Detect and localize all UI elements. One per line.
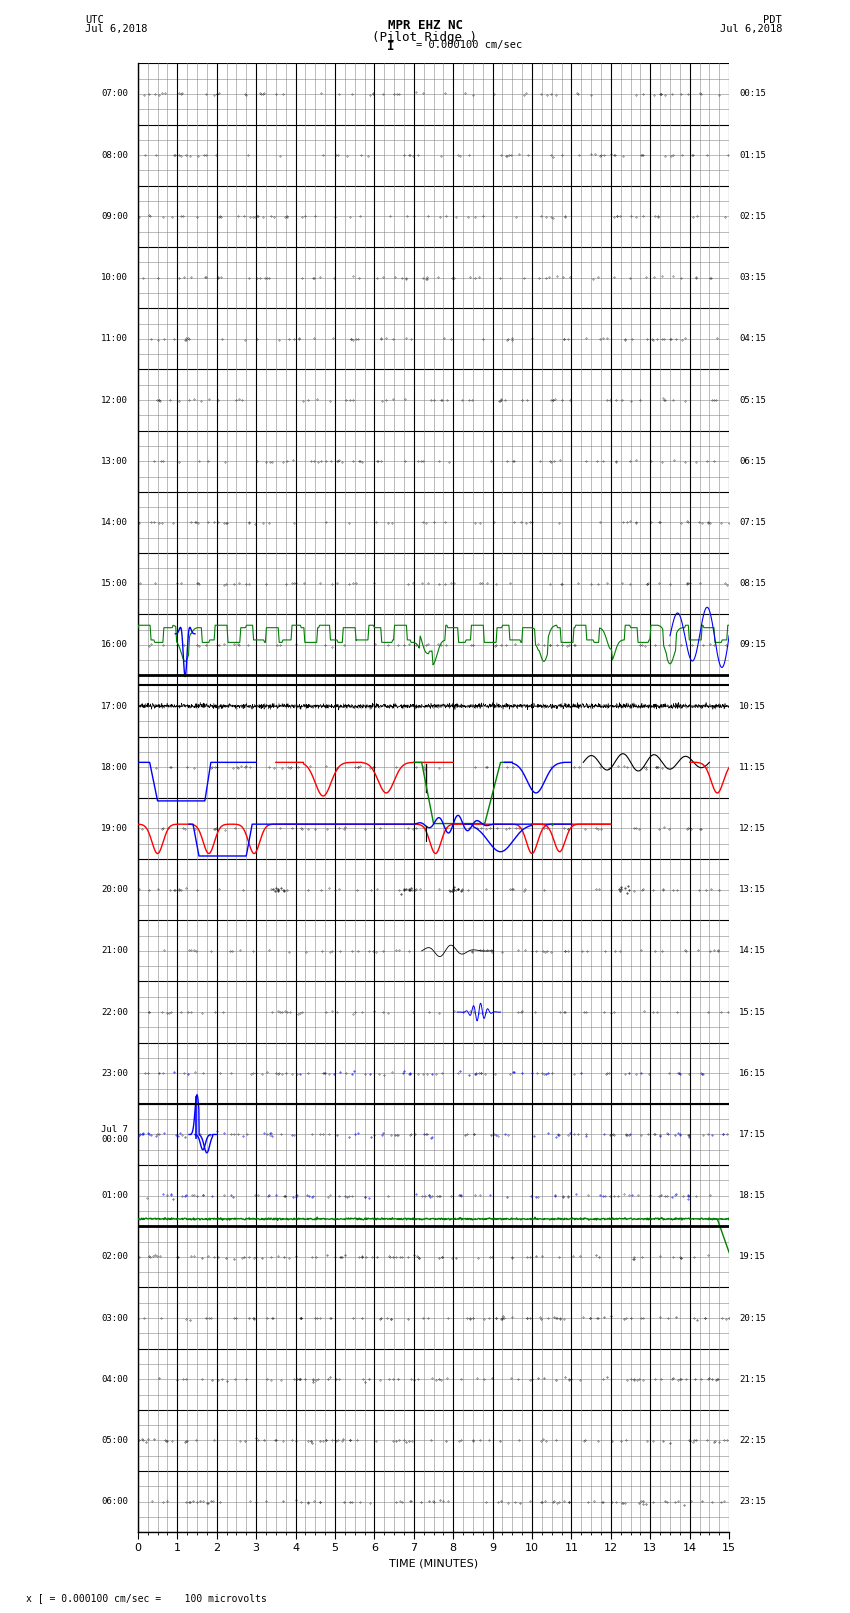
Text: 15:00: 15:00 <box>101 579 128 589</box>
Text: 17:15: 17:15 <box>739 1131 766 1139</box>
Text: MPR EHZ NC: MPR EHZ NC <box>388 19 462 32</box>
Text: 23:15: 23:15 <box>739 1497 766 1507</box>
Text: Jul 6,2018: Jul 6,2018 <box>719 24 782 34</box>
Text: 11:00: 11:00 <box>101 334 128 344</box>
Text: 16:15: 16:15 <box>739 1069 766 1077</box>
Text: 14:15: 14:15 <box>739 947 766 955</box>
Text: 21:00: 21:00 <box>101 947 128 955</box>
Text: 02:15: 02:15 <box>739 211 766 221</box>
Text: 15:15: 15:15 <box>739 1008 766 1016</box>
X-axis label: TIME (MINUTES): TIME (MINUTES) <box>389 1560 478 1569</box>
Text: 11:15: 11:15 <box>739 763 766 771</box>
Text: 13:00: 13:00 <box>101 456 128 466</box>
Text: 22:15: 22:15 <box>739 1436 766 1445</box>
Text: 23:00: 23:00 <box>101 1069 128 1077</box>
Text: 17:00: 17:00 <box>101 702 128 711</box>
Text: 06:15: 06:15 <box>739 456 766 466</box>
Text: 00:00: 00:00 <box>101 1136 128 1144</box>
Text: 18:00: 18:00 <box>101 763 128 771</box>
Text: 10:00: 10:00 <box>101 273 128 282</box>
Text: 19:15: 19:15 <box>739 1252 766 1261</box>
Text: 20:15: 20:15 <box>739 1313 766 1323</box>
Text: 00:15: 00:15 <box>739 89 766 98</box>
Text: 20:00: 20:00 <box>101 886 128 894</box>
Text: 09:00: 09:00 <box>101 211 128 221</box>
Text: 06:00: 06:00 <box>101 1497 128 1507</box>
Text: 14:00: 14:00 <box>101 518 128 527</box>
Text: 13:15: 13:15 <box>739 886 766 894</box>
Text: PDT: PDT <box>763 15 782 24</box>
Text: 04:15: 04:15 <box>739 334 766 344</box>
Text: Jul 6,2018: Jul 6,2018 <box>85 24 148 34</box>
Text: 01:00: 01:00 <box>101 1190 128 1200</box>
Text: 18:15: 18:15 <box>739 1190 766 1200</box>
Text: UTC: UTC <box>85 15 104 24</box>
Text: 02:00: 02:00 <box>101 1252 128 1261</box>
Text: I: I <box>388 40 394 53</box>
Text: 08:00: 08:00 <box>101 150 128 160</box>
Text: = 0.000100 cm/sec: = 0.000100 cm/sec <box>416 40 523 50</box>
Text: 04:00: 04:00 <box>101 1374 128 1384</box>
Text: 03:00: 03:00 <box>101 1313 128 1323</box>
Text: Jul 7: Jul 7 <box>101 1126 128 1134</box>
Text: (Pilot Ridge ): (Pilot Ridge ) <box>372 31 478 44</box>
Text: x [ = 0.000100 cm/sec =    100 microvolts: x [ = 0.000100 cm/sec = 100 microvolts <box>26 1594 266 1603</box>
Text: 09:15: 09:15 <box>739 640 766 650</box>
Text: 22:00: 22:00 <box>101 1008 128 1016</box>
Text: 03:15: 03:15 <box>739 273 766 282</box>
Text: 16:00: 16:00 <box>101 640 128 650</box>
Text: 19:00: 19:00 <box>101 824 128 832</box>
Text: 01:15: 01:15 <box>739 150 766 160</box>
Text: 10:15: 10:15 <box>739 702 766 711</box>
Text: 21:15: 21:15 <box>739 1374 766 1384</box>
Text: 07:15: 07:15 <box>739 518 766 527</box>
Text: 08:15: 08:15 <box>739 579 766 589</box>
Text: 05:00: 05:00 <box>101 1436 128 1445</box>
Text: 07:00: 07:00 <box>101 89 128 98</box>
Text: 05:15: 05:15 <box>739 395 766 405</box>
Text: 12:15: 12:15 <box>739 824 766 832</box>
Text: 12:00: 12:00 <box>101 395 128 405</box>
